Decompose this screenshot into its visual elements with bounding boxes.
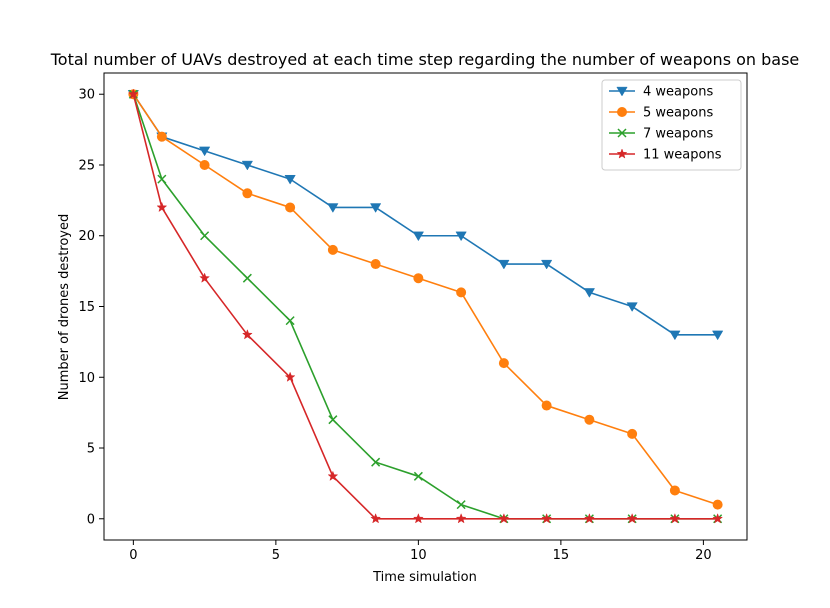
y-tick-label: 0	[87, 512, 95, 527]
data-point	[541, 400, 552, 411]
data-point	[156, 131, 167, 142]
x-tick-label: 20	[695, 548, 712, 563]
x-axis-label: Time simulation	[372, 570, 477, 585]
y-axis: 0 5 10 15 20 25 30	[78, 88, 104, 527]
data-point	[412, 513, 424, 524]
x-tick-label: 15	[553, 548, 570, 563]
data-point	[584, 414, 595, 425]
legend-item: 11 weapons	[609, 148, 722, 163]
data-point	[540, 259, 553, 270]
legend-label: 7 weapons	[643, 127, 713, 142]
legend-label: 5 weapons	[643, 106, 713, 121]
data-point	[498, 513, 510, 524]
data-point	[712, 513, 724, 524]
data-point	[669, 330, 681, 341]
data-point	[284, 371, 296, 382]
data-point	[327, 244, 338, 255]
y-axis-label: Number of drones destroyed	[57, 214, 72, 401]
x-tick-label: 0	[129, 548, 137, 563]
data-point	[198, 146, 211, 157]
data-point	[626, 513, 638, 524]
y-tick-label: 25	[78, 158, 95, 173]
legend-item: 5 weapons	[609, 106, 713, 121]
data-point	[412, 231, 425, 242]
data-point	[199, 272, 211, 283]
series-1	[127, 90, 724, 341]
legend-swatch-marker	[617, 128, 627, 138]
y-tick-label: 15	[78, 300, 95, 315]
data-point	[242, 188, 253, 199]
x-tick-label: 10	[410, 548, 427, 563]
legend-swatch-marker	[616, 148, 628, 159]
data-point	[328, 415, 338, 425]
data-point	[583, 288, 596, 298]
legend-label: 4 weapons	[643, 85, 713, 100]
data-point	[413, 471, 423, 481]
data-point	[369, 203, 382, 213]
data-point	[157, 174, 167, 184]
data-point	[327, 470, 339, 481]
y-tick-label: 10	[78, 371, 95, 386]
data-point	[199, 159, 210, 170]
data-point	[285, 316, 295, 326]
data-point	[455, 513, 467, 524]
data-point	[200, 231, 210, 241]
data-point	[241, 160, 254, 171]
data-point	[370, 259, 381, 270]
data-point	[127, 88, 139, 99]
data-point	[541, 513, 553, 524]
y-tick-label: 20	[78, 229, 95, 244]
data-point	[370, 513, 382, 524]
x-axis: 0 5 10 15 20	[129, 540, 712, 563]
data-point	[669, 513, 681, 524]
data-point	[241, 329, 253, 340]
data-point	[626, 302, 638, 312]
data-point	[456, 500, 466, 510]
data-point	[413, 273, 424, 284]
x-tick-label: 5	[272, 548, 280, 563]
legend-swatch-marker	[616, 86, 628, 97]
data-point	[712, 330, 724, 341]
data-point	[371, 457, 381, 467]
data-point	[627, 428, 638, 439]
data-point	[498, 259, 510, 270]
data-point	[498, 358, 509, 369]
data-point	[242, 273, 252, 283]
data-point	[583, 513, 595, 524]
data-point	[285, 202, 296, 213]
y-tick-label: 30	[78, 88, 95, 103]
data-point	[669, 485, 680, 496]
legend-box	[601, 79, 742, 171]
legend-item: 4 weapons	[609, 85, 713, 100]
series-group	[127, 88, 724, 524]
legend-swatch-marker	[617, 107, 627, 117]
y-tick-label: 5	[87, 442, 95, 457]
legend-item: 7 weapons	[609, 127, 713, 142]
data-point	[284, 174, 296, 185]
data-point	[712, 499, 723, 510]
data-point	[455, 231, 467, 242]
data-point	[156, 201, 168, 213]
legend: 4 weapons 5 weapons 7 weapons 11 weapons	[601, 79, 742, 171]
legend-label: 11 weapons	[643, 148, 722, 163]
data-point	[327, 203, 339, 213]
data-point	[456, 287, 467, 298]
series-4	[127, 88, 724, 524]
chart-title: Total number of UAVs destroyed at each t…	[50, 50, 800, 69]
